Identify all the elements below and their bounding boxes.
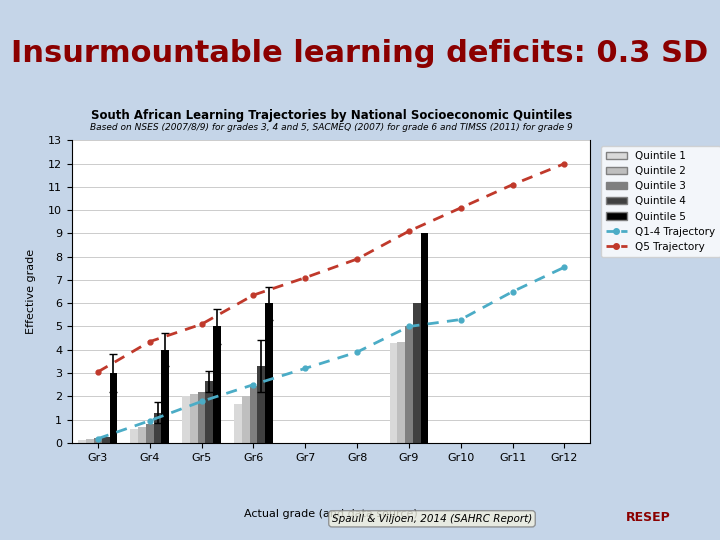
Bar [390,343,397,443]
Text: Insurmountable learning deficits: 0.3 SD: Insurmountable learning deficits: 0.3 SD [12,39,708,68]
Bar [161,350,169,443]
Bar [94,438,102,443]
Bar [405,327,413,443]
Bar [265,303,273,443]
Bar [153,413,161,443]
Bar [234,404,242,443]
Text: South African Learning Trajectories by National Socioeconomic Quintiles: South African Learning Trajectories by N… [91,109,572,122]
Text: Spaull & Viljoen, 2014 (SAHRC Report): Spaull & Viljoen, 2014 (SAHRC Report) [332,514,532,524]
Bar [146,424,153,443]
Bar [257,366,265,443]
Bar [213,327,221,443]
Bar [86,440,94,443]
Bar [250,386,257,443]
Bar [130,429,138,443]
Bar [420,233,428,443]
Bar [109,373,117,443]
Text: RESEP: RESEP [626,511,670,524]
Y-axis label: Effective grade: Effective grade [26,249,36,334]
Bar [78,441,86,443]
Bar [102,437,109,443]
Text: Based on NSES (2007/8/9) for grades 3, 4 and 5, SACMEQ (2007) for grade 6 and TI: Based on NSES (2007/8/9) for grades 3, 4… [90,123,572,132]
Bar [397,342,405,443]
Bar [198,392,205,443]
Bar [138,427,146,443]
Bar [242,396,250,443]
Legend: Quintile 1, Quintile 2, Quintile 3, Quintile 4, Quintile 5, Q1-4 Trajectory, Q5 : Quintile 1, Quintile 2, Quintile 3, Quin… [600,146,720,257]
Text: Actual grade (and data source): Actual grade (and data source) [244,509,418,519]
Bar [182,396,190,443]
Bar [413,303,420,443]
Bar [190,394,198,443]
Bar [205,381,213,443]
